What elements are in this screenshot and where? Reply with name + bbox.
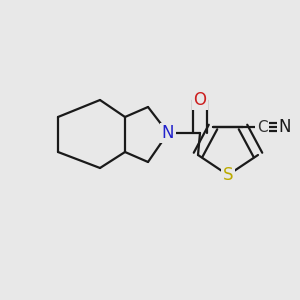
Text: N: N — [279, 118, 291, 136]
Text: S: S — [223, 166, 233, 184]
Text: N: N — [162, 124, 174, 142]
Text: C: C — [257, 119, 267, 134]
Text: O: O — [194, 91, 206, 109]
